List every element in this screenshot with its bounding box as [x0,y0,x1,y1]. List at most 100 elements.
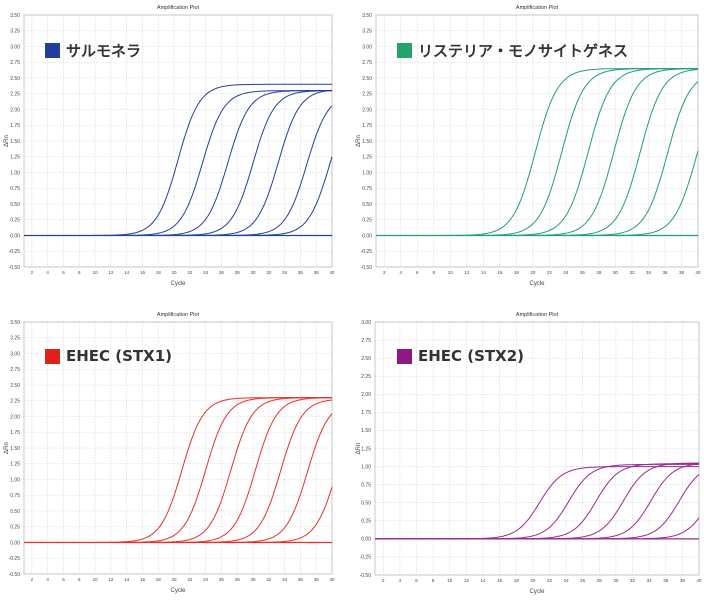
x-tick-label: 2 [31,270,34,275]
y-tick-label: 2.75 [362,60,372,66]
y-tick-label: 1.50 [10,446,20,452]
x-tick-label: 32 [266,270,272,275]
chart-salmonella: Amplification Plot -0.50 -0.25 0.00 0.25 0.50… [0,0,352,300]
x-tick-label: 12 [108,577,114,582]
plot-frame [375,14,699,268]
y-tick-label: 0.50 [362,202,372,208]
x-tick-label: 14 [124,270,130,275]
y-tick-label: 3.50 [362,13,372,19]
chart-listeria: Amplification Plot -0.50 -0.25 0.00 0.25 0.50… [352,0,704,300]
x-tick-label: 4 [399,578,402,583]
x-tick-label: 18 [156,577,162,582]
x-tick-label: 38 [314,270,320,275]
y-tick-label: 0.00 [361,537,371,543]
x-tick-label: 30 [251,577,257,582]
chart-title: Amplification Plot [516,5,559,11]
y-tick-label: 0.00 [362,233,372,239]
x-tick-label: 8 [432,578,435,583]
x-tick-label: 12 [464,578,470,583]
y-tick-label: 2.00 [361,392,371,398]
x-tick-label: 28 [235,270,241,275]
x-tick-label: 32 [629,270,635,275]
y-axis-label: ΔRn [356,443,362,455]
x-tick-label: 20 [530,270,536,275]
x-tick-label: 12 [464,270,470,275]
x-tick-label: 2 [383,270,386,275]
y-tick-label: 0.75 [10,186,20,192]
y-tick-label: 0.25 [362,218,372,224]
y-tick-label: 1.50 [362,139,372,145]
x-axis-label: Cycle [170,588,186,594]
x-tick-label: 16 [497,270,503,275]
x-tick-label: 4 [46,577,49,582]
x-tick-label: 6 [62,270,65,275]
x-tick-label: 8 [78,270,81,275]
y-tick-label: 0.00 [10,540,20,546]
x-tick-label: 22 [187,577,193,582]
x-tick-label: 24 [203,270,209,275]
legend-label: EHEC (STX2) [418,347,525,365]
y-tick-label: 3.00 [361,320,371,326]
x-tick-label: 24 [203,577,209,582]
legend-swatch [397,348,412,364]
y-tick-label: 1.75 [362,123,372,129]
x-tick-label: 22 [547,270,553,275]
x-tick-label: 4 [400,270,403,275]
x-tick-label: 22 [187,270,193,275]
chart-svg: Amplification Plot -0.50 -0.25 0.00 0.25 0.50… [356,5,701,287]
x-axis-label: Cycle [170,281,186,287]
x-tick-label: 36 [298,577,304,582]
y-tick-label: 1.25 [10,155,20,161]
y-tick-label: 0.75 [361,482,371,488]
amplification-curve [24,397,332,543]
x-tick-label: 30 [613,578,619,583]
x-tick-label: 10 [93,577,99,582]
y-tick-label: 3.00 [362,44,372,50]
y-tick-label: 2.00 [10,107,20,113]
x-tick-label: 4 [46,270,49,275]
x-tick-label: 38 [679,270,685,275]
y-tick-label: 1.25 [361,446,371,452]
x-tick-label: 16 [497,578,503,583]
chart-ehec-stx1: Amplification Plot -0.50 -0.25 0.00 0.25 0.50… [0,307,352,607]
amplification-curve [24,89,333,236]
x-tick-label: 10 [447,578,453,583]
x-tick-label: 16 [140,577,146,582]
x-tick-label: 2 [31,577,34,582]
y-tick-label: -0.50 [9,572,21,578]
x-tick-label: 6 [416,270,419,275]
amplification-curve [24,399,333,543]
x-tick-label: 30 [613,270,619,275]
amplification-curve [376,150,699,236]
x-tick-label: 20 [172,270,178,275]
x-tick-label: 10 [93,270,99,275]
y-tick-label: 0.50 [10,509,20,515]
x-tick-label: 36 [662,270,668,275]
amplification-curve [24,156,333,236]
amplification-curve [375,463,700,540]
y-tick-label: 2.50 [10,76,20,82]
x-tick-label: 26 [219,577,225,582]
plot-frame [374,321,700,576]
y-tick-label: -0.25 [9,556,21,562]
y-tick-label: 1.00 [10,170,20,176]
y-tick-label: 3.50 [10,320,20,326]
x-axis-label: Cycle [529,589,545,595]
y-tick-label: 0.75 [362,186,372,192]
x-axis-label: Cycle [529,281,545,287]
y-axis-label: ΔRn [356,135,362,147]
amplification-curve [24,90,332,236]
plot-frame [23,321,333,575]
x-tick-label: 26 [219,270,225,275]
amplification-curve [24,90,332,236]
x-tick-label: 34 [647,578,653,583]
x-tick-label: 40 [695,270,701,275]
y-axis-label: ΔRn [4,135,10,147]
x-tick-label: 34 [646,270,652,275]
y-tick-label: 2.75 [10,60,20,66]
amplification-curve [24,90,332,236]
x-tick-label: 34 [282,270,288,275]
amplification-curve [24,397,332,543]
x-tick-label: 8 [78,577,81,582]
y-tick-label: 0.75 [10,493,20,499]
